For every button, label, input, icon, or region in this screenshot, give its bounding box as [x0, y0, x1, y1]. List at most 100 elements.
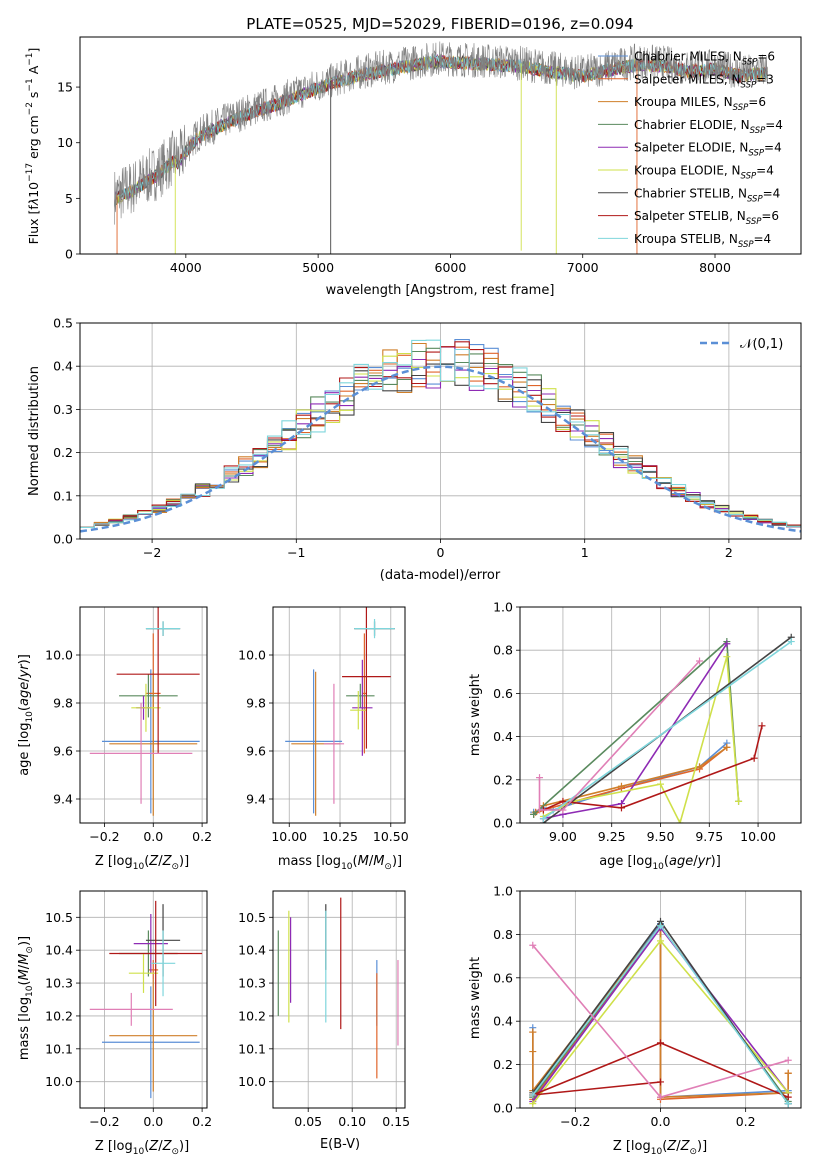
- y-tick-label: 10.0: [238, 648, 266, 663]
- residual-ylabel: Normed distribution: [27, 366, 42, 496]
- spectrum-xlabel: wavelength [Angstrom, rest frame]: [326, 283, 555, 298]
- weight-point-marker: [617, 804, 625, 812]
- y-tick-label: 10.0: [45, 648, 73, 663]
- residual-legend: 𝒩(0,1): [700, 337, 783, 352]
- weight-series-line: [542, 640, 792, 820]
- errorbars: [285, 607, 395, 816]
- x-tick-label: 9.25: [598, 829, 626, 844]
- y-tick-label: 9.4: [53, 792, 73, 807]
- weight-point-marker: [530, 810, 538, 818]
- weight-point-marker: [723, 743, 731, 751]
- weight-point-marker: [559, 797, 567, 805]
- weight-point-marker: [723, 653, 731, 661]
- x-tick-label: 7000: [567, 260, 599, 275]
- observed-spectrum-line: [114, 41, 768, 225]
- weight-point-marker: [676, 819, 684, 823]
- residual-xlabel: (data-model)/error: [380, 568, 501, 583]
- y-tick-label: 0.4: [493, 1014, 513, 1029]
- weight-point-marker: [529, 1100, 537, 1108]
- y-tick-label: 10.0: [238, 1074, 266, 1089]
- y-tick-label: 10.4: [238, 943, 266, 958]
- legend-label: Kroupa ELODIE, NSSP=4: [634, 164, 774, 182]
- y-tick-label: 0.8: [493, 643, 513, 658]
- x-tick-label: 0.15: [382, 1114, 410, 1129]
- errorbars: [277, 897, 399, 1079]
- y-tick-label: 0.0: [493, 1101, 513, 1116]
- weight-point-marker: [787, 638, 795, 646]
- x-tick-label: 4000: [170, 260, 202, 275]
- y-tick-label: 10.0: [45, 1074, 73, 1089]
- ageM-xlabel: mass [log10(M/M⊙)]: [278, 854, 402, 872]
- x-tick-label: −0.2: [89, 1114, 119, 1129]
- x-tick-label: −0.2: [89, 829, 119, 844]
- y-tick-label: 10.5: [45, 910, 73, 925]
- x-tick-label: 0.2: [192, 829, 212, 844]
- ageZ-xlabel: Z [log10(Z/Z⊙)]: [95, 854, 189, 872]
- normal-curve: [80, 365, 801, 533]
- massweight-age-panel: 9.00 9.25 9.50 9.75 10.000.00.20.40.60.81.0 …: [468, 600, 802, 872]
- weight-point-marker: [735, 797, 743, 805]
- residual-histogram: [80, 339, 801, 528]
- spectrum-title: PLATE=0525, MJD=52029, FIBERID=0196, z=0…: [246, 15, 633, 33]
- y-tick-label: 0.8: [493, 927, 513, 942]
- y-tick-label: 0.2: [493, 772, 513, 787]
- plot-frame: [79, 322, 802, 540]
- x-tick-label: 0.10: [338, 1114, 366, 1129]
- mass-vs-EBV-panel: 0.05 0.10 0.15 10.0 10.1 10.2 10.3 10.4 10.5 E(B…: [238, 890, 410, 1152]
- y-tick-label: 9.4: [246, 792, 266, 807]
- histograms: [80, 339, 801, 533]
- weight-point-marker: [536, 774, 544, 782]
- x-tick-label: 0.2: [192, 1114, 212, 1129]
- y-tick-label: 0.5: [53, 316, 73, 331]
- mwAge-ylabel: mass weight: [468, 674, 483, 756]
- weight-point-marker: [657, 1039, 664, 1047]
- legend-label: Chabrier ELODIE, NSSP=4: [634, 118, 783, 136]
- weight-point-marker: [784, 1056, 792, 1064]
- y-tick-label: 10.1: [238, 1041, 266, 1056]
- massE-xlabel: E(B-V): [320, 1137, 360, 1152]
- x-tick-label: 9.00: [549, 829, 577, 844]
- legend-label: Kroupa MILES, NSSP=6: [634, 95, 766, 113]
- y-tick-label: 0.6: [493, 686, 513, 701]
- weight-point-marker: [536, 806, 544, 814]
- x-tick-label: 2: [725, 545, 733, 560]
- y-tick-label: 15: [57, 80, 73, 95]
- x-tick-label: 6000: [435, 260, 467, 275]
- legend-label: Salpeter ELODIE, NSSP=4: [634, 141, 782, 159]
- x-tick-label: 0: [437, 545, 445, 560]
- y-tick-label: 10.4: [45, 943, 73, 958]
- weight-point-marker: [657, 937, 664, 945]
- y-tick-label: 0.3: [53, 402, 73, 417]
- weight-lines: [530, 633, 795, 823]
- y-tick-label: 1.0: [493, 884, 513, 899]
- weight-point-marker: [696, 657, 704, 665]
- weight-point-marker: [529, 1028, 537, 1036]
- weight-point-marker: [696, 763, 704, 771]
- mass-vs-Z-panel: −0.2 0.0 0.2 10.0 10.1 10.2 10.3 10.4 10.5 Z [lo…: [17, 890, 212, 1157]
- weight-point-marker: [539, 815, 547, 823]
- massZ-ylabel: mass [log10(M/M⊙)]: [17, 936, 35, 1060]
- x-tick-label: 9.50: [647, 829, 675, 844]
- mwZ-ylabel: mass weight: [468, 957, 483, 1039]
- y-tick-label: 10: [57, 135, 73, 150]
- mwAge-xlabel: age [log10(age/yr)]: [599, 854, 721, 872]
- y-tick-label: 9.6: [53, 744, 73, 759]
- x-tick-label: 0.05: [294, 1114, 322, 1129]
- weight-point-marker: [784, 1100, 792, 1108]
- plot-frame: [272, 606, 406, 824]
- weight-point-marker: [657, 922, 664, 930]
- x-tick-label: 5000: [302, 260, 334, 275]
- normal-legend-label: 𝒩(0,1): [740, 337, 783, 352]
- ageZ-ylabel: age [log10(age/yr)]: [17, 654, 35, 776]
- weight-point-marker: [529, 1091, 537, 1099]
- x-tick-label: −1: [287, 545, 305, 560]
- plot-frame: [519, 890, 802, 1109]
- weight-point-marker: [723, 640, 731, 648]
- x-tick-label: 10.00: [271, 829, 307, 844]
- y-tick-label: 10.1: [45, 1041, 73, 1056]
- y-tick-label: 10.3: [238, 976, 266, 991]
- plot-frame: [272, 890, 406, 1109]
- y-tick-label: 0: [65, 247, 73, 262]
- x-tick-label: 10.00: [740, 829, 776, 844]
- age-vs-mass-panel: 10.00 10.25 10.50 9.4 9.6 9.8 10.0 mass [log10…: [238, 606, 409, 872]
